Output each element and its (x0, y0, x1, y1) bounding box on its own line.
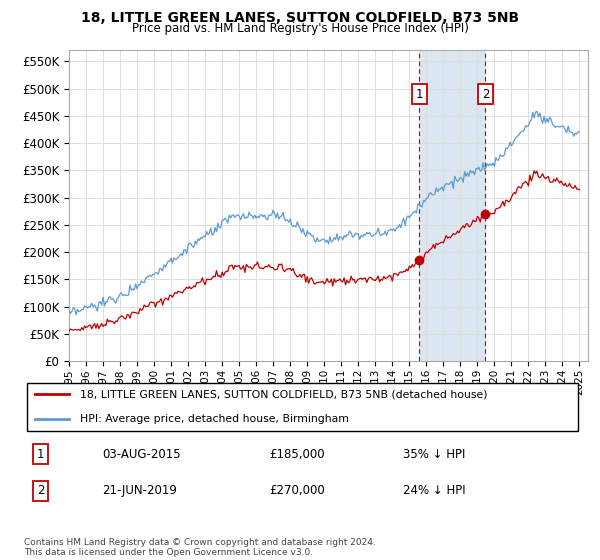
Text: £270,000: £270,000 (269, 484, 325, 497)
Text: 1: 1 (415, 87, 423, 101)
Text: 18, LITTLE GREEN LANES, SUTTON COLDFIELD, B73 5NB (detached house): 18, LITTLE GREEN LANES, SUTTON COLDFIELD… (80, 389, 487, 399)
Text: 1: 1 (37, 448, 44, 461)
Text: £185,000: £185,000 (269, 448, 325, 461)
Text: 03-AUG-2015: 03-AUG-2015 (102, 448, 181, 461)
Text: Price paid vs. HM Land Registry's House Price Index (HPI): Price paid vs. HM Land Registry's House … (131, 22, 469, 35)
Text: 2: 2 (37, 484, 44, 497)
Text: 18, LITTLE GREEN LANES, SUTTON COLDFIELD, B73 5NB: 18, LITTLE GREEN LANES, SUTTON COLDFIELD… (81, 11, 519, 25)
Bar (419, 50, 485, 361)
Text: 35% ↓ HPI: 35% ↓ HPI (403, 448, 466, 461)
Text: 2: 2 (482, 87, 489, 101)
Text: 21-JUN-2019: 21-JUN-2019 (102, 484, 177, 497)
Text: Contains HM Land Registry data © Crown copyright and database right 2024.
This d: Contains HM Land Registry data © Crown c… (24, 538, 376, 557)
FancyBboxPatch shape (27, 384, 578, 431)
Text: 24% ↓ HPI: 24% ↓ HPI (403, 484, 466, 497)
Text: HPI: Average price, detached house, Birmingham: HPI: Average price, detached house, Birm… (80, 414, 349, 424)
